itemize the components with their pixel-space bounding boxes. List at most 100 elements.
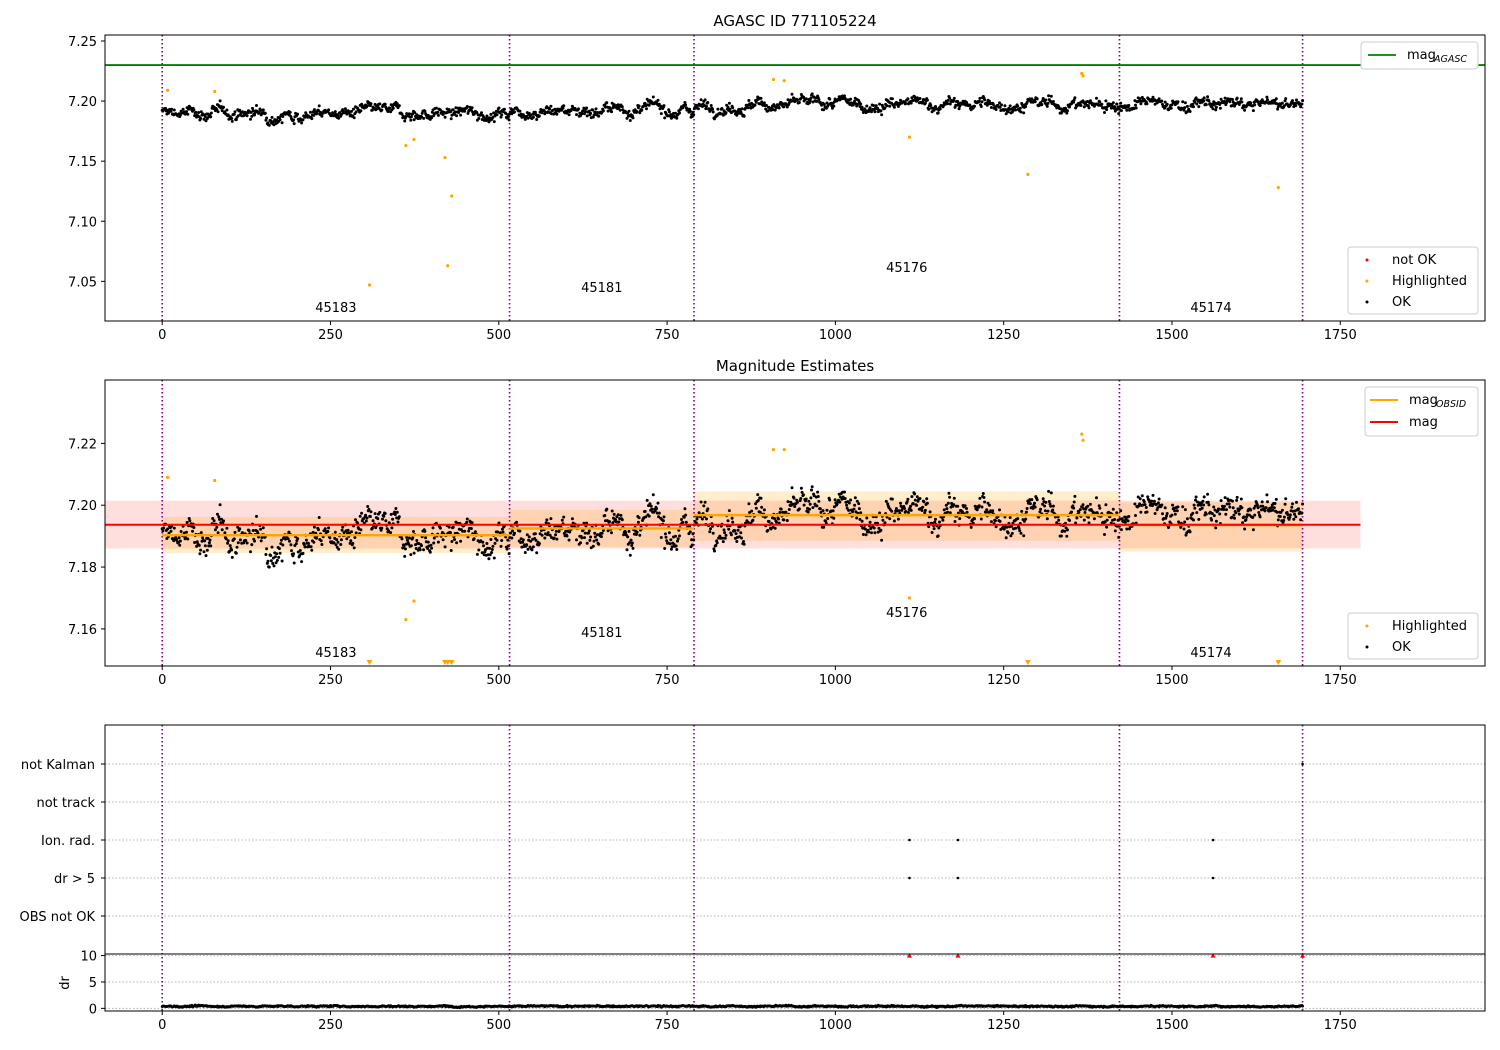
- ok-point: [555, 112, 559, 116]
- ok-point: [1123, 515, 1127, 519]
- obsid-boundaries: [161, 725, 1304, 1011]
- ok-point: [1192, 518, 1195, 522]
- ok-point: [1192, 105, 1195, 109]
- ok-point: [708, 530, 712, 534]
- ok-point: [1191, 511, 1195, 515]
- ok-point: [461, 529, 465, 533]
- ok-point: [885, 515, 889, 519]
- ok-point: [684, 103, 688, 107]
- ok-point: [226, 541, 230, 545]
- ok-point: [946, 98, 950, 102]
- ok-point: [764, 103, 768, 107]
- ok-point: [320, 543, 324, 546]
- ok-point: [495, 113, 499, 117]
- ok-point: [1225, 508, 1228, 512]
- ok-point: [637, 104, 641, 108]
- ok-point: [199, 117, 203, 120]
- ok-point: [853, 496, 857, 500]
- highlighted-point: [1026, 172, 1030, 176]
- ok-point: [616, 513, 620, 517]
- mag-obsid-band: [1119, 502, 1303, 552]
- ok-point: [1233, 516, 1236, 520]
- ok-point: [915, 503, 919, 507]
- ok-point: [847, 501, 851, 505]
- highlighted-point: [213, 89, 217, 94]
- ok-point: [354, 518, 357, 522]
- ok-point: [605, 507, 609, 511]
- ok-point: [651, 95, 655, 99]
- ok-point: [973, 104, 976, 108]
- ok-point: [920, 509, 924, 512]
- ok-point: [481, 540, 485, 544]
- ok-point: [968, 103, 972, 107]
- ok-point: [766, 109, 770, 113]
- ok-point: [402, 544, 406, 548]
- ok-point: [1275, 510, 1279, 514]
- ok-point: [339, 113, 343, 116]
- ok-point: [266, 559, 270, 563]
- ok-point: [1181, 100, 1185, 104]
- ok-point: [1165, 102, 1169, 106]
- ok-point: [194, 110, 198, 114]
- ok-point: [1075, 516, 1079, 520]
- below-range-marker: [366, 660, 373, 665]
- ok-point: [533, 532, 537, 536]
- ok-point: [1047, 500, 1051, 503]
- x-tick-label: 1250: [987, 673, 1020, 688]
- ok-point: [296, 112, 300, 116]
- ok-point: [226, 539, 230, 543]
- ok-point: [873, 110, 877, 114]
- ok-point: [360, 511, 364, 515]
- ok-point: [1095, 96, 1098, 100]
- ok-point: [1258, 515, 1262, 519]
- ok-point: [739, 531, 743, 535]
- ok-point: [422, 116, 426, 120]
- ok-point: [1142, 500, 1146, 504]
- ok-point: [365, 516, 369, 520]
- ok-point: [1183, 520, 1187, 524]
- ok-point: [1266, 98, 1269, 102]
- ok-point: [589, 535, 593, 539]
- ok-point: [868, 106, 872, 110]
- ok-point: [181, 107, 185, 111]
- ok-point: [1219, 97, 1223, 101]
- ok-point: [822, 103, 826, 106]
- ok-point: [985, 508, 989, 512]
- ok-point: [810, 488, 813, 492]
- ok-point: [280, 121, 284, 125]
- ok-point: [518, 109, 522, 113]
- ok-point: [1202, 503, 1206, 507]
- ok-point: [799, 486, 803, 490]
- ok-point: [674, 534, 677, 538]
- ok-point: [860, 519, 864, 523]
- ok-point: [853, 99, 857, 103]
- ok-point: [230, 548, 234, 552]
- ok-point: [580, 112, 584, 116]
- ok-point: [301, 551, 305, 555]
- ok-point: [1160, 503, 1164, 507]
- ok-point: [1272, 506, 1276, 510]
- ok-point: [630, 541, 634, 545]
- ok-point: [845, 503, 849, 507]
- ok-point: [605, 101, 609, 105]
- ok-point: [880, 113, 884, 117]
- ok-point: [1046, 509, 1050, 513]
- ok-point: [795, 500, 799, 504]
- ok-point: [824, 519, 828, 523]
- ok-point: [555, 537, 559, 541]
- ok-point: [278, 551, 282, 555]
- ok-point: [773, 108, 777, 112]
- ok-point: [1235, 495, 1239, 499]
- ok-point: [380, 108, 384, 112]
- ok-point: [619, 513, 623, 517]
- ok-point: [907, 511, 910, 514]
- ok-point: [1086, 504, 1090, 508]
- ok-point: [382, 514, 386, 518]
- highlighted-point: [412, 137, 416, 142]
- ok-point: [952, 96, 956, 100]
- y-tick-label: 7.20: [68, 95, 97, 110]
- ok-point: [593, 535, 597, 539]
- obsid-label: 45183: [315, 301, 356, 316]
- ok-point: [760, 100, 764, 104]
